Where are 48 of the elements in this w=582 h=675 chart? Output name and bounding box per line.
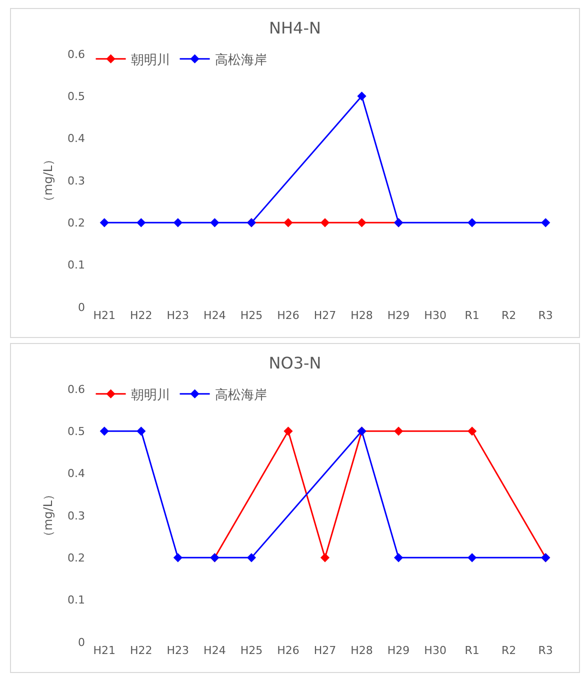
x-tick-label: R3 bbox=[538, 309, 553, 322]
x-tick-label: H30 bbox=[424, 309, 446, 322]
chart-title: NH4-N bbox=[269, 18, 321, 38]
y-tick-label: 0 bbox=[78, 300, 85, 314]
x-tick-label: H29 bbox=[387, 309, 410, 322]
x-tick-label: H29 bbox=[387, 644, 410, 657]
y-axis-title: （mg/L） bbox=[41, 153, 55, 208]
x-tick-label: R1 bbox=[464, 644, 480, 657]
x-tick-label: H24 bbox=[204, 309, 226, 322]
y-tick-label: 0 bbox=[78, 636, 85, 649]
x-tick-label: H22 bbox=[130, 644, 152, 657]
x-tick-label: H26 bbox=[277, 644, 300, 657]
legend-label: 高松海岸 bbox=[214, 386, 267, 403]
x-tick-label: H28 bbox=[350, 644, 373, 657]
y-tick-label: 0.6 bbox=[68, 382, 85, 396]
y-tick-label: 0.4 bbox=[68, 467, 85, 480]
chart-title: NO3-N bbox=[268, 353, 322, 372]
x-tick-label: R1 bbox=[464, 309, 480, 322]
x-tick-label: H28 bbox=[350, 309, 373, 322]
x-tick-label: R2 bbox=[502, 309, 516, 322]
x-tick-label: H25 bbox=[240, 644, 263, 657]
x-tick-label: R3 bbox=[538, 644, 553, 657]
x-tick-label: H22 bbox=[130, 309, 152, 322]
y-tick-label: 0.1 bbox=[68, 258, 85, 272]
x-tick-label: H23 bbox=[166, 309, 190, 322]
y-tick-label: 0.2 bbox=[68, 552, 85, 565]
y-tick-label: 0.3 bbox=[68, 174, 85, 188]
y-tick-label: 0.3 bbox=[68, 509, 85, 522]
x-tick-label: H30 bbox=[424, 644, 446, 657]
y-tick-label: 0.4 bbox=[68, 132, 85, 146]
legend-label: 朝明川 bbox=[130, 388, 170, 403]
x-tick-label: R2 bbox=[502, 644, 516, 657]
y-tick-label: 0.5 bbox=[68, 425, 85, 438]
x-tick-label: H23 bbox=[166, 644, 190, 657]
x-tick-label: H21 bbox=[93, 644, 116, 657]
x-tick-label: H25 bbox=[240, 309, 263, 322]
x-tick-label: H21 bbox=[93, 309, 116, 322]
x-tick-label: H26 bbox=[277, 309, 300, 322]
x-tick-label: H27 bbox=[314, 644, 336, 657]
legend-label: 高松海岸 bbox=[214, 52, 267, 68]
y-tick-label: 0.2 bbox=[68, 216, 85, 230]
x-tick-label: H24 bbox=[204, 644, 226, 657]
y-tick-label: 0.6 bbox=[68, 48, 85, 61]
y-axis-title: （mg/L） bbox=[41, 488, 55, 543]
legend-label: 朝明川 bbox=[130, 52, 170, 68]
x-tick-label: H27 bbox=[314, 309, 336, 322]
y-tick-label: 0.1 bbox=[68, 594, 85, 607]
y-tick-label: 0.5 bbox=[68, 90, 85, 104]
